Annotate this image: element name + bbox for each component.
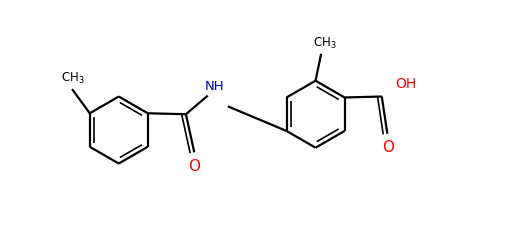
Text: OH: OH [395,77,416,91]
Text: CH$_3$: CH$_3$ [313,36,337,51]
Text: CH$_3$: CH$_3$ [61,71,85,86]
Text: NH: NH [205,80,225,93]
Text: O: O [188,159,200,174]
Text: O: O [382,140,394,155]
